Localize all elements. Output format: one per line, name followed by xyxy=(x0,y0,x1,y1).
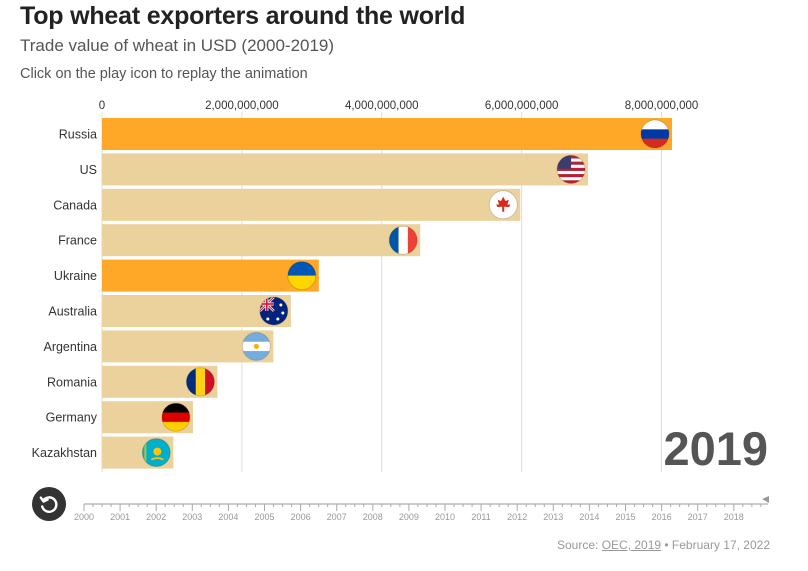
replay-icon xyxy=(39,496,58,513)
germany-flag-icon xyxy=(161,402,191,432)
timeline-year-label: 2007 xyxy=(327,512,347,522)
category-label: Australia xyxy=(48,305,97,319)
timeline-year-label: 2012 xyxy=(507,512,527,522)
timeline-year-label: 2008 xyxy=(363,512,383,522)
argentina-flag-icon xyxy=(241,331,271,361)
x-tick-label: 0 xyxy=(99,100,105,112)
timeline-year-label: 2011 xyxy=(471,512,490,522)
timeline-year-label: 2005 xyxy=(254,512,274,522)
timeline-year-label: 2013 xyxy=(543,512,563,522)
timeline-year-label: 2009 xyxy=(399,512,419,522)
france-flag-icon xyxy=(388,225,418,255)
source-line: Source: OEC, 2019 • February 17, 2022 xyxy=(557,538,770,552)
chart-subtitle: Trade value of wheat in USD (2000-2019) xyxy=(20,36,335,55)
x-tick-label: 6,000,000,000 xyxy=(485,100,559,112)
x-tick-label: 4,000,000,000 xyxy=(345,100,419,112)
source-link[interactable]: OEC, 2019 xyxy=(601,538,662,552)
current-year-label: 2019 xyxy=(663,422,768,475)
category-label: Russia xyxy=(59,128,97,142)
bar-russia xyxy=(102,118,672,150)
replay-button[interactable] xyxy=(32,487,66,521)
timeline-year-label: 2006 xyxy=(291,512,311,522)
bar-us xyxy=(102,153,589,186)
bar-chart: 0 2,000,000,000 4,000,000,000 6,000,000,000… xyxy=(32,100,768,475)
timeline-handle[interactable] xyxy=(762,496,769,503)
timeline-year-label: 2001 xyxy=(110,512,130,522)
timeline-year-label: 2010 xyxy=(435,512,455,522)
kazakhstan-flag-icon xyxy=(141,438,171,468)
x-tick-label: 8,000,000,000 xyxy=(625,100,699,112)
timeline-year-label: 2014 xyxy=(579,512,599,522)
timeline-year-label: 2000 xyxy=(74,512,94,522)
category-label: France xyxy=(58,234,97,248)
timeline-year-label: 2017 xyxy=(688,512,708,522)
source-date: • February 17, 2022 xyxy=(661,538,770,552)
ukraine-flag-icon xyxy=(287,261,317,291)
category-label: Germany xyxy=(46,411,98,425)
bar-france xyxy=(102,224,421,257)
us-flag-icon xyxy=(556,154,586,184)
x-tick-label: 2,000,000,000 xyxy=(205,100,279,112)
timeline-year-label: 2004 xyxy=(218,512,238,522)
timeline-year-label: 2015 xyxy=(615,512,635,522)
romania-flag-icon xyxy=(185,367,215,397)
category-label: US xyxy=(80,163,97,177)
bar-canada xyxy=(102,188,521,221)
timeline-year-label: 2018 xyxy=(724,512,744,522)
category-label: Ukraine xyxy=(54,269,97,283)
bar-australia xyxy=(102,295,291,327)
canada-flag-icon xyxy=(488,190,518,220)
category-label: Romania xyxy=(47,375,97,389)
chart-title: Top wheat exporters around the world xyxy=(20,2,466,30)
australia-flag-icon xyxy=(259,296,289,326)
timeline-year-label: 2003 xyxy=(182,512,202,522)
category-label: Canada xyxy=(53,198,97,212)
timeline-year-label: 2002 xyxy=(146,512,166,522)
category-label: Kazakhstan xyxy=(32,446,97,460)
source-prefix: Source: xyxy=(556,538,602,552)
animation-note: Click on the play icon to replay the ani… xyxy=(20,66,308,82)
russia-flag-icon xyxy=(640,119,670,149)
bar-ukraine xyxy=(102,259,319,292)
timeline-year-label: 2016 xyxy=(652,512,672,522)
category-label: Argentina xyxy=(43,340,97,354)
